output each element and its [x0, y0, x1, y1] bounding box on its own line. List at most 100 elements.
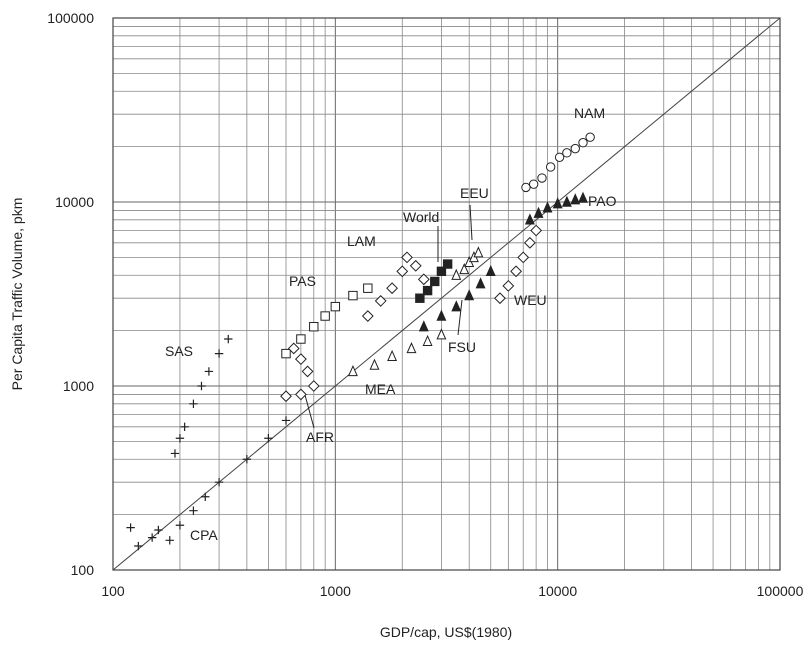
region-label: EEU: [460, 185, 489, 201]
data-point: [387, 349, 398, 362]
data-point: [418, 320, 429, 332]
data-point: [524, 213, 535, 225]
region-label: WEU: [514, 292, 547, 308]
region-label: SAS: [165, 343, 193, 359]
leader-line: [304, 394, 315, 429]
data-point: [264, 434, 273, 443]
data-point: [537, 173, 547, 183]
plot-frame: [112, 17, 781, 571]
region-label: PAS: [289, 273, 316, 289]
data-point: [422, 285, 433, 296]
grid-lines: [113, 18, 780, 570]
data-point: [406, 342, 417, 354]
y-axis-label: Per Capita Traffic Volume, pkm: [9, 198, 25, 391]
data-point: [542, 201, 553, 213]
data-point: [294, 353, 307, 366]
data-point: [307, 380, 320, 392]
data-point: [523, 236, 536, 249]
data-point: [165, 536, 174, 545]
data-point: [570, 143, 580, 154]
data-point: [361, 310, 374, 322]
data-point: [294, 388, 307, 401]
data-point: [442, 259, 453, 269]
data-point: [415, 293, 425, 303]
data-point: [374, 295, 387, 307]
data-point: [280, 390, 292, 403]
data-point: [134, 541, 143, 551]
data-point: [473, 246, 484, 258]
y-tick-labels: 100 1000 10000 100000: [47, 10, 94, 578]
x-tick-label: 10000: [538, 583, 577, 599]
data-point: [214, 349, 224, 358]
region-label: LAM: [347, 233, 376, 249]
data-point: [510, 265, 522, 278]
data-point: [401, 251, 413, 264]
data-point: [459, 263, 470, 275]
data-point: [204, 367, 214, 376]
data-point: [281, 416, 291, 425]
data-point: [430, 276, 440, 287]
data-point: [561, 195, 572, 207]
data-point: [154, 525, 163, 535]
region-label: AFR: [306, 429, 334, 445]
leader-line: [457, 299, 463, 336]
data-point: [347, 365, 358, 377]
data-point: [189, 399, 198, 409]
data-point: [530, 224, 543, 237]
data-point: [301, 365, 314, 378]
data-point: [369, 358, 380, 370]
data-point: [451, 300, 462, 312]
data-point: [201, 492, 210, 501]
data-point: [494, 292, 506, 305]
data-point: [436, 309, 447, 321]
region-label: MEA: [365, 381, 396, 397]
x-tick-label: 1000: [320, 583, 351, 599]
data-points: [126, 132, 595, 551]
data-point: [570, 193, 581, 205]
x-axis-label: GDP/cap, US$(1980): [380, 624, 512, 640]
data-point: [296, 334, 306, 344]
data-point: [554, 152, 565, 162]
data-point: [309, 322, 319, 332]
region-label: CPA: [190, 527, 218, 543]
region-label: NAM: [574, 105, 605, 121]
data-point: [281, 348, 291, 359]
data-point: [517, 251, 530, 264]
data-point: [578, 191, 588, 203]
region-labels: NAM PAO EEU World LAM PAS SAS CPA AFR MEA FSU WEU: [165, 105, 617, 543]
region-label: FSU: [448, 339, 476, 355]
x-tick-labels: 100 1000 10000 100000: [101, 583, 803, 599]
data-point: [175, 434, 185, 443]
data-point: [386, 282, 398, 295]
data-point: [180, 422, 189, 432]
data-point: [409, 259, 422, 272]
x-tick-label: 100: [101, 583, 125, 599]
data-point: [396, 265, 409, 278]
data-point: [521, 182, 531, 193]
data-point: [175, 521, 185, 530]
x-tick-label: 100000: [757, 583, 804, 599]
data-point: [585, 132, 595, 142]
data-point: [545, 162, 556, 172]
region-label: PAO: [588, 193, 617, 209]
y-tick-label: 10000: [55, 194, 94, 210]
region-label: World: [403, 209, 439, 225]
data-point: [242, 455, 252, 464]
data-point: [485, 264, 496, 277]
data-point: [197, 381, 206, 391]
data-point: [363, 283, 373, 293]
data-point: [224, 334, 233, 344]
data-point: [436, 266, 447, 277]
data-point: [214, 478, 224, 487]
data-point: [330, 301, 341, 312]
data-point: [417, 273, 430, 286]
data-point: [464, 289, 475, 301]
data-point: [552, 197, 563, 209]
data-point: [348, 290, 358, 301]
data-point: [436, 328, 447, 340]
data-point: [578, 138, 588, 148]
data-point: [170, 449, 180, 458]
data-point: [451, 268, 462, 280]
data-point: [528, 179, 539, 189]
